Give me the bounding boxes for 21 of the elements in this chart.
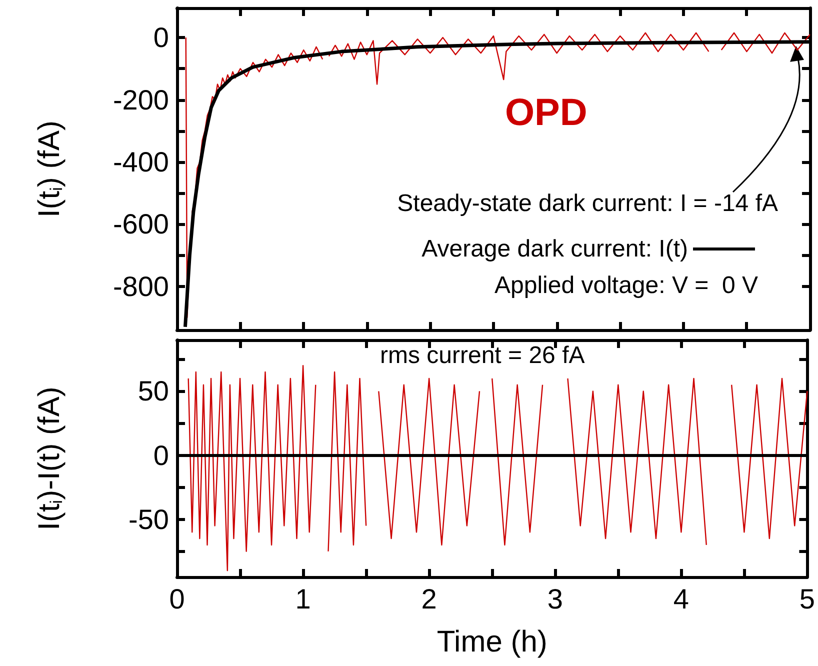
y-tick-label: -600 xyxy=(112,208,169,240)
x-tick-label: 3 xyxy=(547,584,563,614)
x-tick-label: 4 xyxy=(673,584,689,614)
y-axis-title: I(ti)-I(t) (fA) xyxy=(33,386,66,530)
y-tick-label: 50 xyxy=(138,376,169,407)
annotation: rms current = 26 fA xyxy=(380,342,585,370)
y-tick-label: -50 xyxy=(128,504,169,535)
x-tick-label: 5 xyxy=(799,584,816,614)
x-tick-label: 1 xyxy=(295,584,311,614)
y-tick-label: -800 xyxy=(112,270,169,302)
y-tick-label: 0 xyxy=(153,22,169,54)
y-axis-title: I(ti) (fA) xyxy=(33,120,66,218)
legend-label: Average dark current: I(t) xyxy=(422,236,688,262)
x-axis-title: Time (h) xyxy=(436,626,548,658)
y-tick-label: 0 xyxy=(153,440,169,471)
annotation: Applied voltage: V = 0 V xyxy=(494,272,758,300)
annotation: Steady-state dark current: I = -14 fA xyxy=(397,190,778,218)
annotation: OPD xyxy=(505,92,588,135)
y-tick-label: -200 xyxy=(112,84,169,116)
x-tick-label: 2 xyxy=(421,584,437,614)
y-tick-label: -400 xyxy=(112,146,169,178)
